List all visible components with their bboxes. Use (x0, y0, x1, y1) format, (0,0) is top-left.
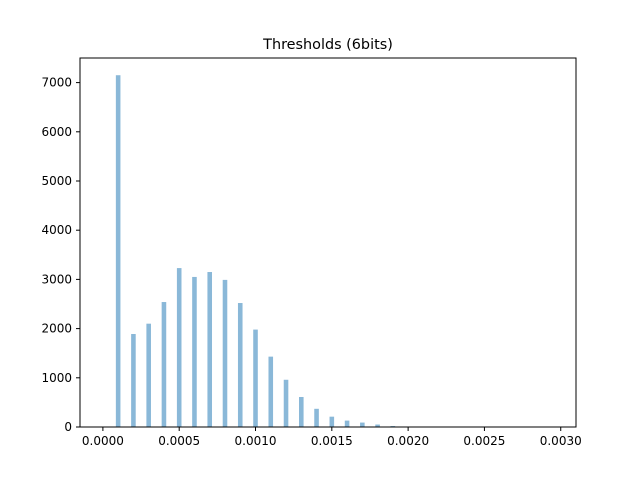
histogram-bar (207, 272, 213, 427)
histogram-bar (329, 416, 335, 427)
histogram-bar (360, 422, 365, 427)
histogram-bar (161, 302, 167, 427)
histogram-bar (299, 396, 304, 427)
y-tick-label: 6000 (41, 125, 72, 139)
histogram-bar (268, 356, 274, 427)
histogram-bar (253, 329, 258, 427)
x-tick-label: 0.0005 (158, 434, 200, 448)
x-axis: 0.0000 0.0005 0.0010 0.0015 0.0020 0.0025 0.00… (82, 427, 582, 448)
histogram-bar (314, 408, 319, 427)
x-tick-label: 0.0025 (463, 434, 505, 448)
x-tick-label: 0.0015 (311, 434, 353, 448)
histogram-bar (222, 279, 228, 427)
bars-group (115, 75, 411, 427)
histogram-bar (344, 420, 350, 427)
y-axis: 0 1000 2000 3000 4000 5000 6000 7000 (41, 76, 80, 434)
histogram-bar (375, 424, 380, 427)
histogram-bar (283, 379, 289, 427)
plot-frame (79, 57, 577, 428)
y-tick-label: 7000 (41, 76, 72, 90)
histogram-bar (115, 75, 121, 427)
chart-title: Thresholds (6bits) (262, 37, 393, 53)
histogram-bar (146, 323, 151, 427)
x-tick-label: 0.0010 (235, 434, 277, 448)
histogram-bar (176, 268, 182, 427)
histogram-bar (237, 303, 243, 427)
y-tick-label: 4000 (41, 223, 72, 237)
y-tick-label: 1000 (41, 371, 72, 385)
y-tick-label: 0 (64, 420, 72, 434)
y-tick-label: 3000 (41, 272, 72, 286)
histogram-bar (131, 334, 136, 427)
y-tick-label: 2000 (41, 322, 72, 336)
histogram-bar (192, 276, 197, 427)
x-tick-label: 0.0030 (540, 434, 582, 448)
y-tick-label: 5000 (41, 174, 72, 188)
x-tick-label: 0.0000 (82, 434, 124, 448)
x-tick-label: 0.0020 (387, 434, 429, 448)
